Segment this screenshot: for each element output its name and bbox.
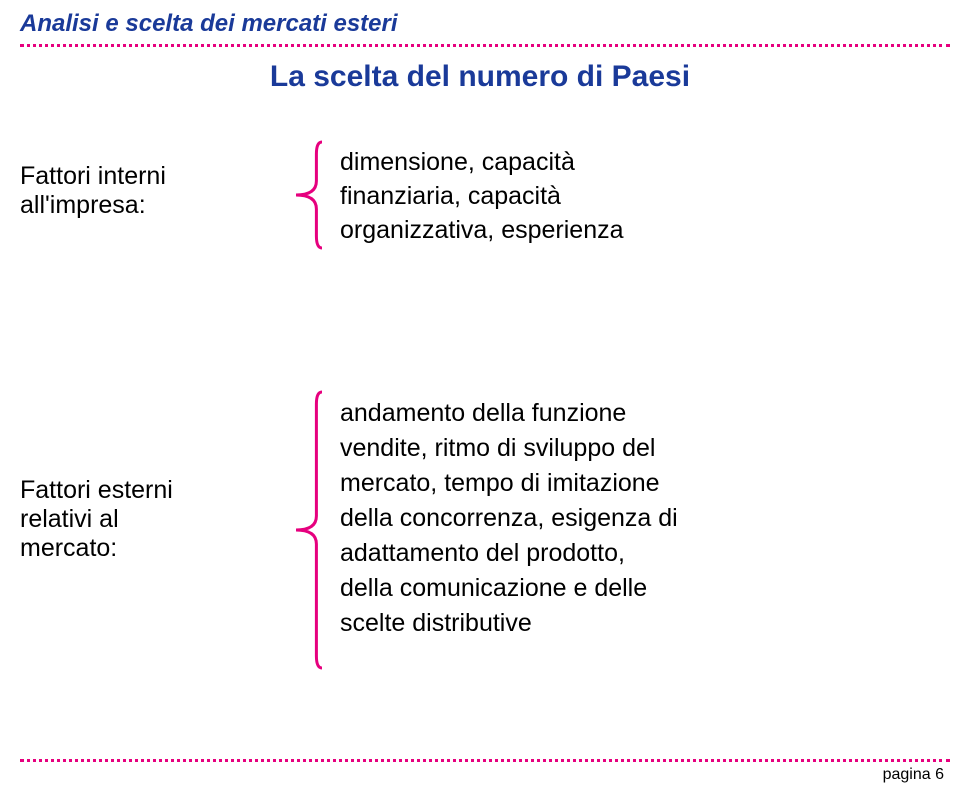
group2-line6: della comunicazione e delle bbox=[340, 571, 678, 606]
group1-line3: organizzativa, esperienza bbox=[340, 214, 624, 248]
group2-line1: andamento della funzione bbox=[340, 396, 678, 431]
group2-line7: scelte distributive bbox=[340, 606, 678, 641]
group1-label-line1: Fattori interni bbox=[20, 162, 280, 191]
header-text: Analisi e scelta dei mercati esteri bbox=[20, 10, 398, 38]
group-internal-factors: Fattori interni all'impresa: dimensione,… bbox=[20, 140, 950, 280]
group1-label: Fattori interni all'impresa: bbox=[20, 162, 280, 220]
slide-title: La scelta del numero di Paesi bbox=[0, 60, 960, 94]
brace-icon bbox=[294, 140, 322, 250]
group2-label-line1: Fattori esterni bbox=[20, 476, 280, 505]
group1-label-line2: all'impresa: bbox=[20, 191, 280, 220]
divider-top bbox=[20, 44, 950, 47]
brace-icon bbox=[294, 390, 322, 670]
slide: Analisi e scelta dei mercati esteri La s… bbox=[0, 0, 960, 794]
divider-bottom bbox=[20, 759, 950, 762]
group1-line1: dimensione, capacità bbox=[340, 146, 624, 180]
group2-body: andamento della funzione vendite, ritmo … bbox=[340, 396, 678, 641]
group2-line5: adattamento del prodotto, bbox=[340, 536, 678, 571]
page-number: pagina 6 bbox=[883, 766, 944, 784]
group2-label-line2: relativi al bbox=[20, 505, 280, 534]
group2-label-line3: mercato: bbox=[20, 534, 280, 563]
group2-label: Fattori esterni relativi al mercato: bbox=[20, 476, 280, 563]
group-external-factors: Fattori esterni relativi al mercato: and… bbox=[20, 390, 950, 690]
group1-line2: finanziaria, capacità bbox=[340, 180, 624, 214]
group2-line4: della concorrenza, esigenza di bbox=[340, 501, 678, 536]
group2-line3: mercato, tempo di imitazione bbox=[340, 466, 678, 501]
group2-line2: vendite, ritmo di sviluppo del bbox=[340, 431, 678, 466]
group1-body: dimensione, capacità finanziaria, capaci… bbox=[340, 146, 624, 247]
